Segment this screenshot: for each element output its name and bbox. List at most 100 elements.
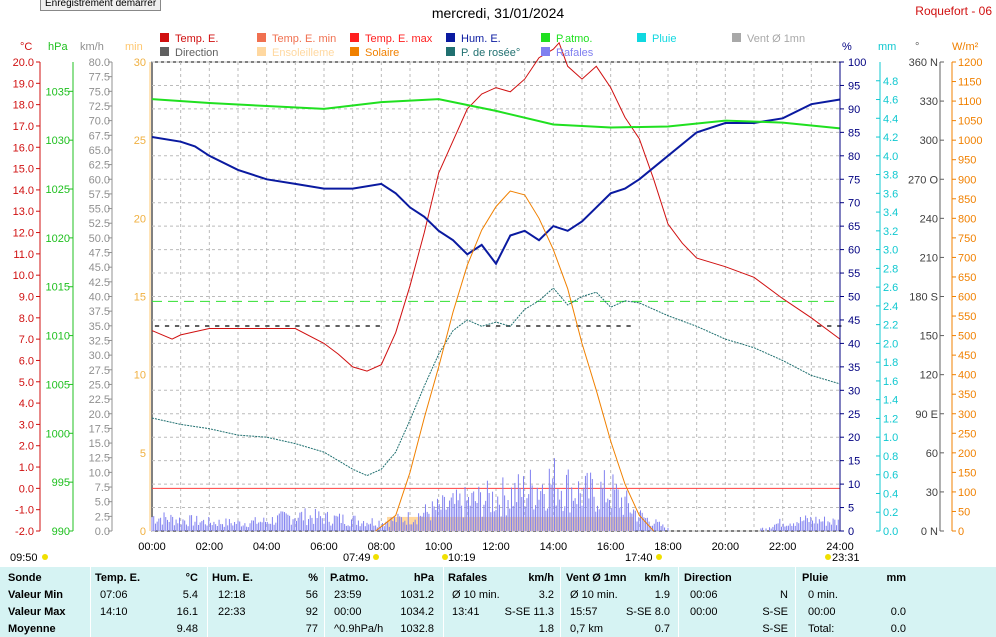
dir-tick-label: 0 N	[921, 526, 938, 538]
wind-tick-label: 35.0	[89, 321, 110, 333]
stats-row-label: Moyenne	[8, 623, 56, 635]
rain-tick-label: 4.8	[883, 76, 898, 88]
wind-tick-label: 22.5	[89, 394, 110, 406]
wind-tick-label: 25.0	[89, 379, 110, 391]
x-tick-label: 10:00	[425, 541, 453, 553]
rain-tick-label: 0.6	[883, 470, 898, 482]
dir-tick-label: 30	[926, 487, 938, 499]
press-tick-label: 995	[52, 477, 70, 489]
x-tick-label: 16:00	[597, 541, 625, 553]
stats-cell: N	[780, 589, 788, 601]
temp-tick-label: -2.0	[15, 526, 34, 538]
hum-unit-label: %	[842, 41, 852, 53]
wind-tick-label: 62.5	[89, 160, 110, 172]
wind-tick-label: 27.5	[89, 365, 110, 377]
solar-tick-label: 1200	[958, 57, 982, 69]
wind-tick-label: 60.0	[89, 174, 110, 186]
hum-tick-label: 55	[848, 268, 860, 280]
stats-cell: 0 min.	[808, 589, 838, 601]
stats-cell: 1.9	[654, 589, 670, 601]
temp-tick-label: 19.0	[13, 78, 34, 90]
dir-tick-label: 150	[920, 331, 938, 343]
temp-tick-label: 8.0	[19, 313, 34, 325]
solar-tick-label: 800	[958, 213, 976, 225]
wind-tick-label: 57.5	[89, 189, 110, 201]
legend-label: P. de rosée°	[461, 47, 520, 59]
hum-tick-label: 90	[848, 104, 860, 116]
wind-tick-label: 15.0	[89, 438, 110, 450]
dir-tick-label: 360 N	[909, 57, 938, 69]
stats-table: Sonde Temp. E. °C Hum. E.% P.atmo. hPa Rafales…	[0, 567, 996, 637]
stats-header: Vent Ø 1mn	[566, 572, 627, 584]
solar-tick-label: 400	[958, 370, 976, 382]
x-tick-label: 12:00	[482, 541, 510, 553]
rain-tick-label: 4.4	[883, 113, 898, 125]
rain-tick-label: 3.8	[883, 170, 898, 182]
hum-tick-label: 40	[848, 338, 860, 350]
dir-unit-label: °	[915, 41, 919, 53]
stats-cell: 56	[305, 589, 318, 601]
rain-tick-label: 2.8	[883, 263, 898, 275]
rain-tick-label: 4.2	[883, 132, 898, 144]
record-button[interactable]: Enregistrement démarrer	[40, 0, 162, 11]
x-tick-label: 02:00	[196, 541, 224, 553]
x-tick-label: 08:00	[368, 541, 396, 553]
hum-tick-label: 75	[848, 174, 860, 186]
legend-swatch	[257, 47, 266, 56]
dir-tick-label: 240	[920, 213, 938, 225]
temp-tick-label: 18.0	[13, 100, 34, 112]
hum-tick-label: 0	[848, 526, 854, 538]
temp-tick-label: 6.0	[19, 355, 34, 367]
time-marker-right: 23:31	[832, 552, 860, 564]
min-tick-label: 5	[140, 448, 146, 460]
temp-tick-label: 11.0	[13, 249, 34, 261]
rain-tick-label: 2.2	[883, 320, 898, 332]
wind-tick-label: 45.0	[89, 262, 110, 274]
hum-tick-label: 85	[848, 127, 860, 139]
rain-tick-label: 0.2	[883, 507, 898, 519]
min-tick-label: 0	[140, 526, 146, 538]
press-tick-label: 990	[52, 526, 70, 538]
rain-tick-label: 1.2	[883, 413, 898, 425]
press-tick-label: 1000	[46, 428, 70, 440]
wind-tick-label: 30.0	[89, 350, 110, 362]
temp-unit-label: °C	[20, 41, 32, 53]
sun-marker	[442, 554, 448, 560]
hum-tick-label: 25	[848, 409, 860, 421]
press-tick-label: 1015	[46, 282, 70, 294]
solar-tick-label: 950	[958, 155, 976, 167]
stats-cell: 13:41	[452, 606, 480, 618]
series-line-temp-e-	[151, 41, 841, 372]
rain-tick-label: 2.0	[883, 338, 898, 350]
stats-cell: 0.7	[654, 623, 670, 635]
series-line-hum-e-	[151, 98, 841, 266]
dir-tick-label: 270 O	[908, 174, 938, 186]
hum-tick-label: 30	[848, 385, 860, 397]
temp-tick-label: 0.0	[19, 483, 34, 495]
solar-tick-label: 0	[958, 526, 964, 538]
temp-tick-label: 10.0	[13, 270, 34, 282]
wind-tick-label: 70.0	[89, 116, 110, 128]
wind-tick-label: 7.5	[95, 482, 110, 494]
hum-tick-label: 80	[848, 151, 860, 163]
solar-tick-label: 350	[958, 389, 976, 401]
stats-cell: S-SE	[762, 606, 788, 618]
sun-marker	[825, 554, 831, 560]
stats-header: Hum. E.	[212, 572, 253, 584]
column-separator	[443, 567, 444, 637]
x-tick-label: 24:00	[826, 541, 854, 553]
legend-swatch	[350, 47, 359, 56]
column-separator	[560, 567, 561, 637]
press-tick-label: 1005	[46, 379, 70, 391]
solar-tick-label: 150	[958, 467, 976, 479]
series-line-p-atmo-	[151, 98, 841, 130]
wind-unit-label: km/h	[80, 41, 104, 53]
solar-tick-label: 550	[958, 311, 976, 323]
column-separator	[678, 567, 679, 637]
min-tick-label: 30	[134, 57, 146, 69]
stats-cell: Total:	[808, 623, 835, 635]
stats-cell: Ø 10 min.	[570, 589, 618, 601]
temp-tick-label: 17.0	[13, 121, 34, 133]
column-separator	[90, 567, 91, 637]
rain-tick-label: 1.4	[883, 395, 898, 407]
